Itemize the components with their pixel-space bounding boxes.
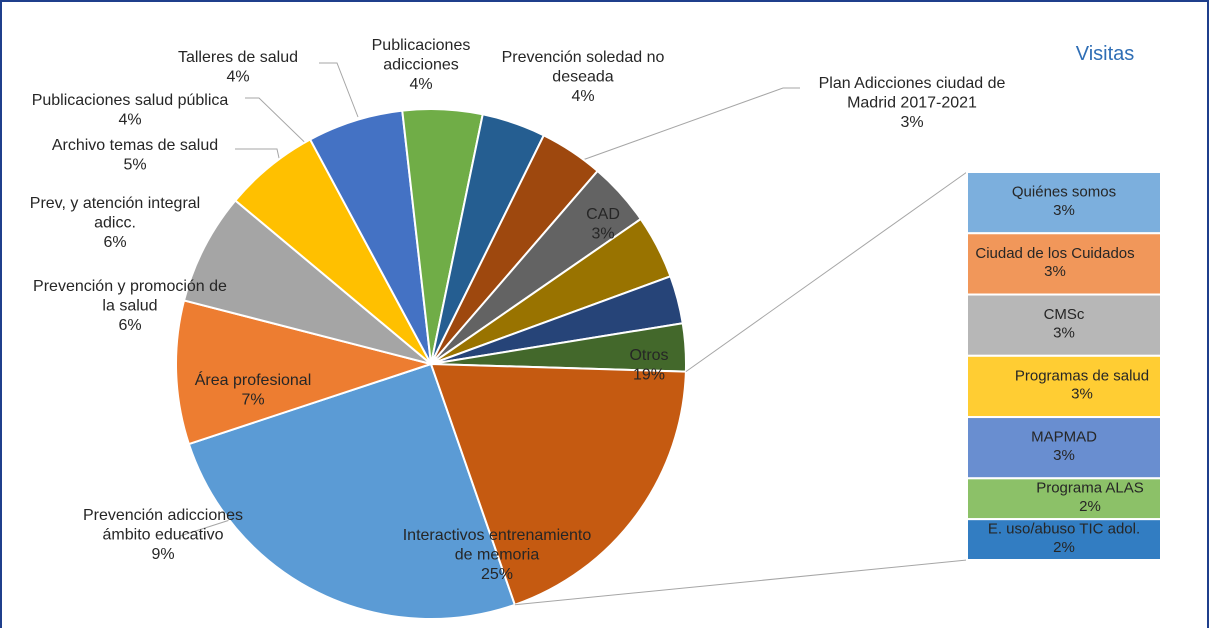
- slice-label-prevencion-y-promocion-de-la-salud: Prevención y promoción de la salud 6%: [33, 278, 227, 334]
- bar-label-programas-de-salud: Programas de salud 3%: [1015, 367, 1149, 402]
- pie-slice-interactivos-entrenamiento-de-memoria: [187, 362, 517, 620]
- pie-slice-prevencion-adicciones-ambito-educativo: [175, 299, 435, 446]
- bar-segment-cmsc: [966, 293, 1162, 357]
- pie-slices: [175, 108, 687, 620]
- slice-label-plan-adicciones-ciudad-de-madrid-2017-2021: Plan Adicciones ciudad de Madrid 2017-202…: [819, 75, 1006, 131]
- bar-segment-quienes-somos: [966, 171, 1162, 235]
- pie-of-pie-connectors: [514, 171, 968, 606]
- slice-label-talleres-de-salud: Talleres de salud 4%: [178, 49, 298, 86]
- slice-label-area-profesional: Área profesional 7%: [195, 370, 312, 409]
- bar-segment-e-uso-abuso-tic-adol: [966, 518, 1162, 561]
- slice-label-archivo-temas-de-salud: Archivo temas de salud 5%: [52, 137, 218, 174]
- leader-line-talleres-de-salud: [319, 62, 359, 118]
- bar-segment-programa-alas: [966, 477, 1162, 521]
- bar-label-quienes-somos: Quiénes somos 3%: [1012, 184, 1116, 219]
- connector-line-bottom: [514, 559, 968, 606]
- bar-segment-mapmad: [966, 416, 1162, 480]
- slice-labels: Interactivos entrenamiento de memoria 25% P…: [30, 37, 1149, 583]
- connector-line-top: [685, 171, 968, 373]
- bar-segment-programas-de-salud: [966, 354, 1162, 419]
- slice-label-prevencion-adicciones-ambito-educativo: Prevención adicciones ámbito educativo 9%: [83, 507, 243, 563]
- slice-label-otros: Otros 19%: [629, 347, 668, 384]
- bar-label-e-uso-abuso-tic-adol: E. uso/abuso TIC adol. 2%: [988, 521, 1140, 556]
- chart-title: Visitas: [1076, 43, 1135, 65]
- leader-lines: [179, 62, 800, 537]
- slice-label-interactivos-entrenamiento-de-memoria: Interactivos entrenamiento de memoria 25%: [403, 527, 592, 583]
- leader-line-plan-adicciones-ciudad-de-madrid-2017-2021: [576, 87, 800, 163]
- slice-label-cad: CAD 3%: [586, 206, 620, 243]
- pie-slice-otros: [429, 362, 687, 607]
- pie-slice-area-profesional: [182, 199, 432, 365]
- bar-label-cmsc: CMSc 3%: [1044, 306, 1085, 341]
- bar-label-programa-alas: Programa ALAS 2%: [1036, 480, 1144, 515]
- bar-segment-ciudad-de-los-cuidados: [966, 232, 1162, 296]
- secondary-stack: [966, 171, 1162, 561]
- slice-label-prevencion-soledad-no-deseada: Prevención soledad no deseada 4%: [502, 49, 665, 105]
- slice-label-prev-y-atencion-integral-adicc: Prev, y atención integral adicc. 6%: [30, 195, 200, 251]
- leader-line-publicaciones-salud-publica: [245, 97, 326, 163]
- bar-label-mapmad: MAPMAD 3%: [1031, 429, 1097, 464]
- bar-label-ciudad-de-los-cuidados: Ciudad de los Cuidados 3%: [975, 245, 1134, 280]
- slice-label-publicaciones-adicciones: Publicaciones adicciones 4%: [372, 37, 471, 93]
- slice-label-publicaciones-salud-publica: Publicaciones salud pública 4%: [32, 92, 229, 129]
